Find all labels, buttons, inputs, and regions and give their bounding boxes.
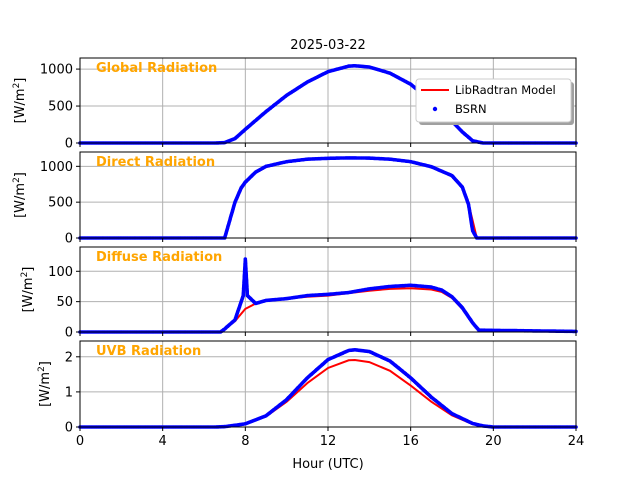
y-axis-label: [W/m2] bbox=[37, 361, 53, 407]
panel-2: 0 500 1000 [W/m2] Direct Radiation bbox=[12, 151, 578, 247]
y-tick-label: 1000 bbox=[40, 160, 73, 175]
y-tick-label: 100 bbox=[48, 265, 73, 280]
legend-marker-bsrn bbox=[432, 106, 438, 112]
x-tick-label: 8 bbox=[241, 434, 249, 449]
panel-title: Diffuse Radiation bbox=[96, 250, 222, 265]
series-bsrn bbox=[78, 156, 578, 240]
y-axis-label: [W/m2] bbox=[20, 267, 36, 313]
x-tick-label: 12 bbox=[320, 434, 337, 449]
panel-3: 0 50 100 [W/m2] Diffuse Radiation bbox=[20, 246, 578, 341]
x-tick-label: 0 bbox=[76, 434, 84, 449]
y-tick-label: 0 bbox=[65, 232, 73, 247]
y-tick-label: 0 bbox=[65, 137, 73, 152]
y-tick-label: 2 bbox=[65, 350, 73, 365]
series-bsrn bbox=[78, 257, 578, 334]
panel-title: Global Radiation bbox=[96, 61, 217, 76]
x-tick-label: 4 bbox=[159, 434, 167, 449]
panel-1: 0 500 1000 [W/m2] Global Radiation bbox=[12, 57, 578, 152]
y-tick-label: 0 bbox=[65, 421, 73, 436]
x-tick-label: 20 bbox=[485, 434, 502, 449]
figure-title: 2025-03-22 bbox=[290, 38, 366, 53]
panel-title: UVB Radiation bbox=[96, 344, 201, 359]
y-tick-label: 500 bbox=[48, 196, 73, 211]
y-tick-label: 1 bbox=[65, 385, 73, 400]
y-tick-label: 50 bbox=[56, 295, 73, 310]
x-tick-label: 24 bbox=[568, 434, 585, 449]
legend-label-model: LibRadtran Model bbox=[455, 83, 556, 97]
panel-title: Direct Radiation bbox=[96, 155, 215, 170]
legend-box bbox=[415, 78, 572, 123]
y-axis-label: [W/m2] bbox=[12, 172, 28, 218]
y-tick-label: 500 bbox=[48, 100, 73, 115]
x-axis-label: Hour (UTC) bbox=[292, 457, 363, 472]
y-tick-label: 1000 bbox=[40, 63, 73, 78]
y-tick-label: 0 bbox=[65, 326, 73, 341]
legend-label-bsrn: BSRN bbox=[455, 102, 487, 116]
y-axis-label: [W/m2] bbox=[12, 78, 28, 124]
legend: LibRadtran Model BSRN bbox=[415, 78, 574, 125]
x-tick-label: 16 bbox=[402, 434, 419, 449]
series-bsrn bbox=[78, 348, 578, 429]
